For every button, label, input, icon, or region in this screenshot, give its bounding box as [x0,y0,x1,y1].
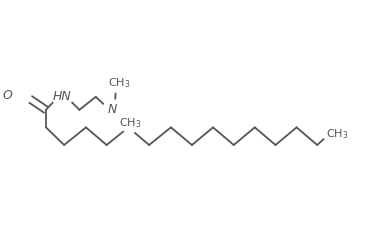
Text: N: N [108,103,117,116]
Circle shape [103,100,123,120]
Circle shape [109,73,129,93]
Circle shape [11,86,30,106]
Text: CH$_3$: CH$_3$ [326,127,349,141]
Circle shape [52,87,72,107]
Circle shape [120,113,140,133]
Text: CH$_3$: CH$_3$ [108,76,131,90]
Text: O: O [3,89,12,102]
Circle shape [327,124,347,144]
Text: CH$_3$: CH$_3$ [119,116,141,130]
Text: HN: HN [53,90,72,103]
